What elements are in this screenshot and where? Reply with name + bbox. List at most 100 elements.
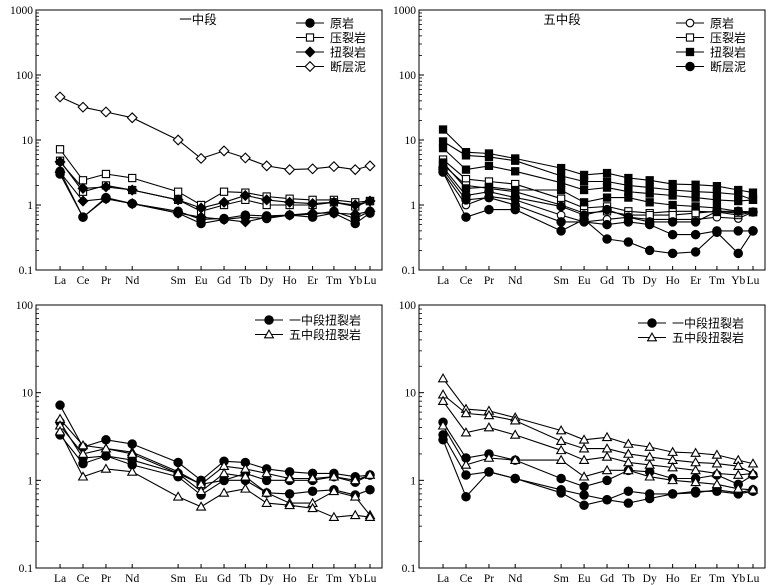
data-point: [747, 467, 759, 478]
data-point: [579, 490, 589, 500]
data-point: [748, 188, 758, 197]
x-tick-label-Sm: Sm: [170, 573, 185, 585]
data-point: [601, 451, 613, 461]
data-point: [623, 212, 634, 222]
legend-marker: [263, 328, 275, 339]
data-point: [218, 213, 230, 225]
series-6: [54, 426, 376, 522]
x-tick-label-Tm: Tm: [326, 275, 342, 287]
data-point: [307, 207, 319, 219]
x-tick-label-Pr: Pr: [484, 275, 494, 287]
data-point: [668, 191, 677, 200]
data-point: [364, 511, 376, 522]
data-point: [284, 472, 295, 483]
data-point: [748, 226, 758, 236]
data-point: [284, 164, 296, 176]
data-point: [711, 458, 723, 468]
data-point: [261, 487, 273, 497]
data-point: [579, 481, 589, 492]
data-point: [101, 451, 111, 461]
data-point: [645, 198, 654, 207]
data-point: [461, 165, 471, 174]
data-point: [690, 217, 701, 227]
data-point: [438, 125, 448, 134]
data-point: [484, 161, 494, 171]
data-point: [100, 181, 112, 193]
data-point: [601, 431, 613, 442]
data-point: [732, 460, 744, 471]
data-point: [307, 163, 319, 175]
data-point: [307, 502, 318, 513]
data-point: [645, 189, 654, 198]
legend-marker: [304, 46, 316, 58]
data-point: [578, 443, 590, 453]
legend-label: 断层泥: [330, 59, 366, 74]
series-line: [442, 378, 754, 465]
data-point: [484, 204, 494, 215]
data-point: [644, 217, 655, 227]
data-point: [349, 164, 361, 176]
data-point: [261, 497, 273, 507]
data-point: [511, 185, 520, 195]
y-tick-label: 100: [16, 70, 34, 82]
data-point: [461, 151, 471, 160]
x-tick-label-Tb: Tb: [239, 275, 252, 287]
data-point: [509, 415, 521, 425]
y-tick-label: 100: [399, 70, 417, 82]
data-point: [78, 212, 88, 222]
data-point: [364, 160, 376, 172]
x-tick-label-Gd: Gd: [217, 275, 231, 287]
data-point: [77, 448, 89, 458]
data-point: [307, 472, 318, 483]
y-tick-label: 0.1: [19, 563, 34, 575]
data-point: [173, 457, 183, 468]
chart-panel-3: 0.1 1 10 100 La Ce Pr Nd Sm Eu Gd Tb Dy Ho Er Tm Yb Lu 一中段…: [16, 300, 383, 585]
data-point: [349, 491, 361, 501]
data-point: [733, 248, 743, 259]
chart-title: 五中段: [543, 12, 581, 27]
data-point: [195, 485, 207, 496]
data-point: [556, 163, 566, 173]
data-point: [172, 491, 184, 501]
chart-panel-2: 0.1 1 10 100 1000 La Ce Pr Nd Sm Eu Gd Tb Dy Ho Er Tm Yb L…: [393, 5, 766, 287]
x-tick-label-Tb: Tb: [622, 573, 635, 585]
x-tick-label-Eu: Eu: [578, 275, 591, 287]
legend-label: 扭裂岩: [330, 45, 366, 60]
y-tick-label: 0.1: [19, 265, 34, 277]
data-point: [690, 229, 701, 240]
data-point: [77, 101, 89, 113]
data-point: [128, 173, 137, 183]
data-point: [126, 184, 138, 196]
x-tick-label-La: La: [437, 275, 449, 287]
data-point: [668, 200, 677, 210]
data-point: [461, 491, 471, 502]
data-point: [461, 190, 471, 201]
x-tick-label-Pr: Pr: [101, 573, 111, 585]
data-point: [690, 486, 701, 497]
y-tick-label: 10: [22, 135, 34, 147]
data-point: [690, 464, 701, 475]
legend-label: 五中段扭裂岩: [672, 330, 744, 345]
series-5: [437, 389, 759, 478]
data-point: [556, 201, 566, 212]
data-point: [261, 160, 273, 172]
data-point: [555, 435, 567, 445]
legend-label: 压裂岩: [710, 30, 746, 45]
data-point: [307, 486, 318, 497]
data-point: [579, 177, 589, 186]
data-point: [556, 185, 566, 195]
legend-marker: [685, 18, 695, 28]
data-point: [511, 156, 520, 165]
legend-marker: [647, 318, 657, 328]
data-point: [747, 458, 759, 468]
data-point: [460, 407, 472, 418]
data-point: [602, 183, 612, 192]
x-tick-label-Lu: Lu: [747, 573, 760, 585]
x-tick-label-Sm: Sm: [170, 275, 185, 287]
x-tick-label-Er: Er: [307, 573, 318, 585]
data-point: [602, 495, 612, 505]
data-point: [78, 176, 88, 185]
data-point: [240, 483, 251, 493]
